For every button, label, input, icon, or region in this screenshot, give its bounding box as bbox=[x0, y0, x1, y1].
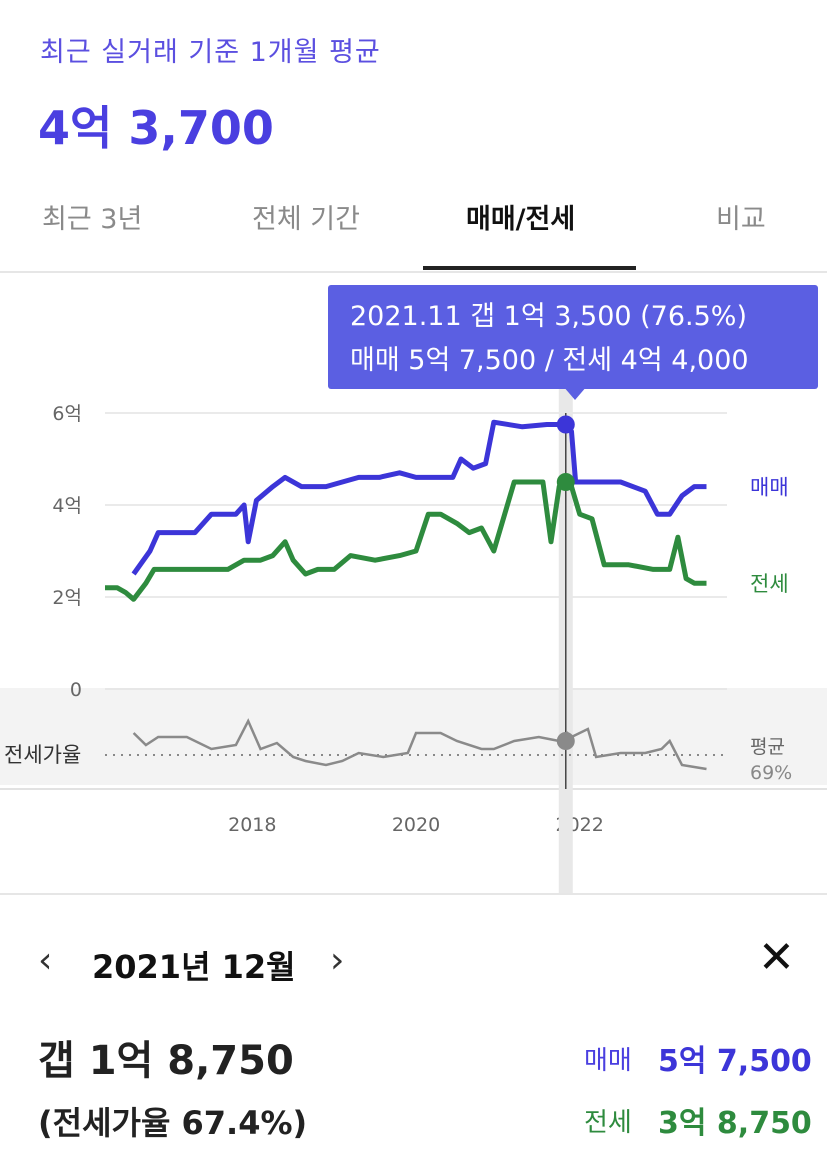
ratio-average-label: 평균 bbox=[750, 736, 785, 758]
next-month-button[interactable]: › bbox=[330, 940, 345, 981]
jeonse-selected-point bbox=[556, 473, 575, 491]
close-icon[interactable]: ✕ bbox=[758, 932, 795, 983]
tab-sale-jeonse[interactable]: 매매/전세 bbox=[466, 204, 576, 235]
y-tick-label: 0 bbox=[70, 679, 82, 701]
active-tab-indicator bbox=[423, 266, 636, 270]
tooltip-pointer bbox=[563, 386, 587, 400]
ratio-selected-point bbox=[556, 732, 575, 750]
sale-selected-point bbox=[556, 415, 575, 434]
jeonse-series-line bbox=[105, 479, 707, 602]
sale-series-line bbox=[131, 419, 707, 576]
jeonse-value: 3억 8,750 bbox=[658, 1106, 812, 1141]
detail-divider bbox=[0, 893, 827, 895]
x-tick-label: 2018 bbox=[228, 814, 276, 836]
gap-amount: 갭 1억 8,750 bbox=[38, 1038, 294, 1084]
sale-series-label: 매매 bbox=[750, 476, 789, 500]
tab-recent-3-years[interactable]: 최근 3년 bbox=[42, 204, 143, 235]
sale-label: 매매 bbox=[584, 1046, 632, 1076]
tab-all-period[interactable]: 전체 기간 bbox=[252, 204, 360, 235]
ratio-series-label: 전세가율 bbox=[4, 743, 81, 767]
sale-value: 5억 7,500 bbox=[658, 1044, 812, 1079]
jeonse-ratio: (전세가율 67.4%) bbox=[38, 1104, 308, 1142]
y-tick-label: 2억 bbox=[52, 587, 82, 609]
jeonse-series-label: 전세 bbox=[750, 572, 789, 596]
tooltip-gap-line: 2021.11 갭 1억 3,500 (76.5%) bbox=[350, 301, 747, 332]
jeonse-label: 전세 bbox=[584, 1108, 632, 1138]
period-tabs: 최근 3년 전체 기간 매매/전세 비교 bbox=[0, 175, 827, 273]
average-price: 4억 3,700 bbox=[38, 101, 274, 155]
y-tick-label: 6억 bbox=[52, 403, 82, 425]
prev-month-button[interactable]: ‹ bbox=[38, 940, 53, 981]
ratio-average-value: 69% bbox=[750, 762, 792, 784]
selected-month: 2021년 12월 bbox=[92, 948, 296, 986]
price-caption: 최근 실거래 기준 1개월 평균 bbox=[40, 37, 381, 68]
ratio-series-line bbox=[132, 718, 707, 771]
chart-tooltip: 2021.11 갭 1억 3,500 (76.5%) 매매 5억 7,500 /… bbox=[328, 285, 818, 389]
y-tick-label: 4억 bbox=[52, 495, 82, 517]
tooltip-price-line: 매매 5억 7,500 / 전세 4억 4,000 bbox=[350, 345, 749, 376]
price-chart[interactable]: 6억 4억 2억 0 2018 2020 2022 매매 전세 전세가율 평균 69% bbox=[0, 273, 827, 893]
x-tick-label: 2020 bbox=[392, 814, 440, 836]
tab-compare[interactable]: 비교 bbox=[716, 204, 766, 235]
